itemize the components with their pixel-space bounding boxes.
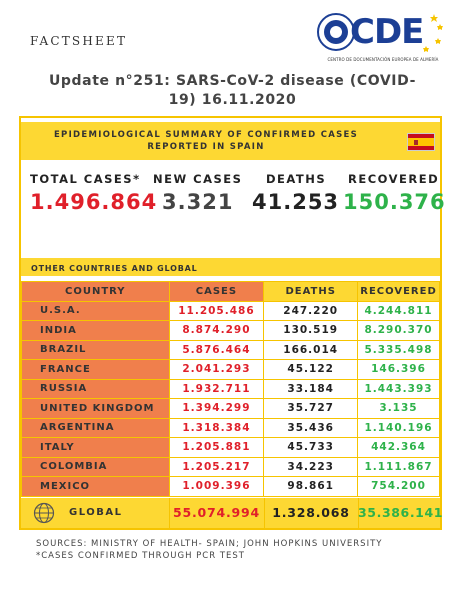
deaths-cell: 130.519: [263, 320, 359, 341]
cases-cell: 1.932.711: [168, 378, 265, 399]
country-cell: U.S.A.: [21, 300, 170, 321]
country-cell: FRANCE: [21, 359, 170, 380]
countries-table: COUNTRY CASES DEATHS RECOVERED U.S.A. 11.…: [21, 281, 440, 497]
table-row: ARGENTINA 1.318.384 35.436 1.140.196: [21, 417, 440, 438]
recovered-label: RECOVERED: [348, 172, 440, 186]
logo-subtitle: CENTRO DE DOCUMENTACIÓN EUROPEA DE ALMER…: [327, 57, 439, 62]
global-total-row: GLOBAL 55.074.994 1.328.068 35.386.141: [21, 498, 444, 528]
deaths-cell: 98.861: [263, 476, 359, 497]
deaths-cell: 45.733: [263, 437, 359, 458]
country-cell: BRAZIL: [21, 339, 170, 360]
cases-cell: 1.318.384: [168, 417, 265, 438]
header-deaths: DEATHS: [263, 281, 359, 302]
table-header-row: COUNTRY CASES DEATHS RECOVERED: [21, 281, 440, 302]
global-recovered-value: 35.386.141: [358, 505, 444, 520]
header-cases: CASES: [168, 281, 265, 302]
cases-cell: 2.041.293: [168, 359, 265, 380]
recovered-cell: 5.335.498: [357, 339, 440, 360]
total-cases-value: 1.496.864: [30, 190, 158, 214]
summary-frame: EPIDEMIOLOGICAL SUMMARY OF CONFIRMED CAS…: [19, 116, 445, 530]
deaths-cell: 166.014: [263, 339, 359, 360]
sources-line: SOURCES: MINISTRY OF HEALTH- SPAIN; JOHN…: [36, 539, 383, 549]
banner-title: EPIDEMIOLOGICAL SUMMARY OF CONFIRMED CAS…: [21, 129, 391, 153]
country-cell: MEXICO: [21, 476, 170, 497]
pcr-note: *CASES CONFIRMED THROUGH PCR TEST: [36, 551, 246, 561]
country-cell: COLOMBIA: [21, 456, 170, 477]
deaths-cell: 35.727: [263, 398, 359, 419]
global-label: GLOBAL: [69, 507, 123, 518]
cases-cell: 1.394.299: [168, 398, 265, 419]
section-band: [21, 258, 440, 276]
country-cell: ITALY: [21, 437, 170, 458]
global-deaths-value: 1.328.068: [272, 505, 350, 520]
table-row: FRANCE 2.041.293 45.122 146.396: [21, 359, 440, 380]
table-row: BRAZIL 5.876.464 166.014 5.335.498: [21, 339, 440, 360]
country-cell: RUSSIA: [21, 378, 170, 399]
logo-text: CDE: [350, 12, 424, 52]
table-row: COLOMBIA 1.205.217 34.223 1.111.867: [21, 456, 440, 477]
country-cell: INDIA: [21, 320, 170, 341]
cases-cell: 5.876.464: [168, 339, 265, 360]
footer-sources: SOURCES: MINISTRY OF HEALTH- SPAIN; JOHN…: [36, 538, 382, 562]
global-cases-value: 55.074.994: [172, 505, 261, 520]
recovered-cell: 442.364: [357, 437, 440, 458]
recovered-cell: 146.396: [357, 359, 440, 380]
cases-cell: 8.874.290: [168, 320, 265, 341]
deaths-cell: 35.436: [263, 417, 359, 438]
country-cell: UNITED KINGDOM: [21, 398, 170, 419]
table-row: U.S.A. 11.205.486 247.220 4.244.811: [21, 300, 440, 321]
headline-line-2: 19) 16.11.2020: [168, 92, 297, 108]
table-row: ITALY 1.205.881 45.733 442.364: [21, 437, 440, 458]
factsheet-label: FACTSHEET: [30, 34, 128, 48]
banner-line-1: EPIDEMIOLOGICAL SUMMARY OF CONFIRMED CAS…: [53, 130, 359, 140]
recovered-value: 150.376: [343, 190, 446, 214]
cde-logo-icon: [317, 13, 443, 52]
cases-cell: 11.205.486: [168, 300, 265, 321]
table-row: MEXICO 1.009.396 98.861 754.200: [21, 476, 440, 497]
page-title: Update n°251: SARS-CoV-2 disease (COVID-…: [30, 72, 435, 110]
cases-cell: 1.205.217: [168, 456, 265, 477]
deaths-value: 41.253: [252, 190, 340, 214]
new-cases-label: NEW CASES: [153, 172, 243, 186]
spain-flag-icon: [407, 133, 435, 151]
headline-line-1: Update n°251: SARS-CoV-2 disease (COVID-: [48, 73, 417, 89]
recovered-cell: 754.200: [357, 476, 440, 497]
recovered-cell: 8.290.370: [357, 320, 440, 341]
total-cases-label: TOTAL CASES*: [30, 172, 141, 186]
recovered-cell: 3.135: [357, 398, 440, 419]
section-title: OTHER COUNTRIES AND GLOBAL: [31, 264, 198, 273]
header-country: COUNTRY: [21, 281, 170, 302]
cases-cell: 1.009.396: [168, 476, 265, 497]
banner-line-2: REPORTED IN SPAIN: [147, 142, 265, 152]
deaths-cell: 247.220: [263, 300, 359, 321]
recovered-cell: 1.111.867: [357, 456, 440, 477]
spain-summary-banner: EPIDEMIOLOGICAL SUMMARY OF CONFIRMED CAS…: [21, 122, 440, 160]
recovered-cell: 1.443.393: [357, 378, 440, 399]
recovered-cell: 1.140.196: [357, 417, 440, 438]
deaths-cell: 33.184: [263, 378, 359, 399]
cases-cell: 1.205.881: [168, 437, 265, 458]
recovered-cell: 4.244.811: [357, 300, 440, 321]
deaths-label: DEATHS: [266, 172, 327, 186]
table-row: INDIA 8.874.290 130.519 8.290.370: [21, 320, 440, 341]
deaths-cell: 34.223: [263, 456, 359, 477]
deaths-cell: 45.122: [263, 359, 359, 380]
new-cases-value: 3.321: [162, 190, 234, 214]
table-row: RUSSIA 1.932.711 33.184 1.443.393: [21, 378, 440, 399]
table-row: UNITED KINGDOM 1.394.299 35.727 3.135: [21, 398, 440, 419]
globe-icon: [33, 502, 55, 524]
country-cell: ARGENTINA: [21, 417, 170, 438]
header-recovered: RECOVERED: [357, 281, 440, 302]
